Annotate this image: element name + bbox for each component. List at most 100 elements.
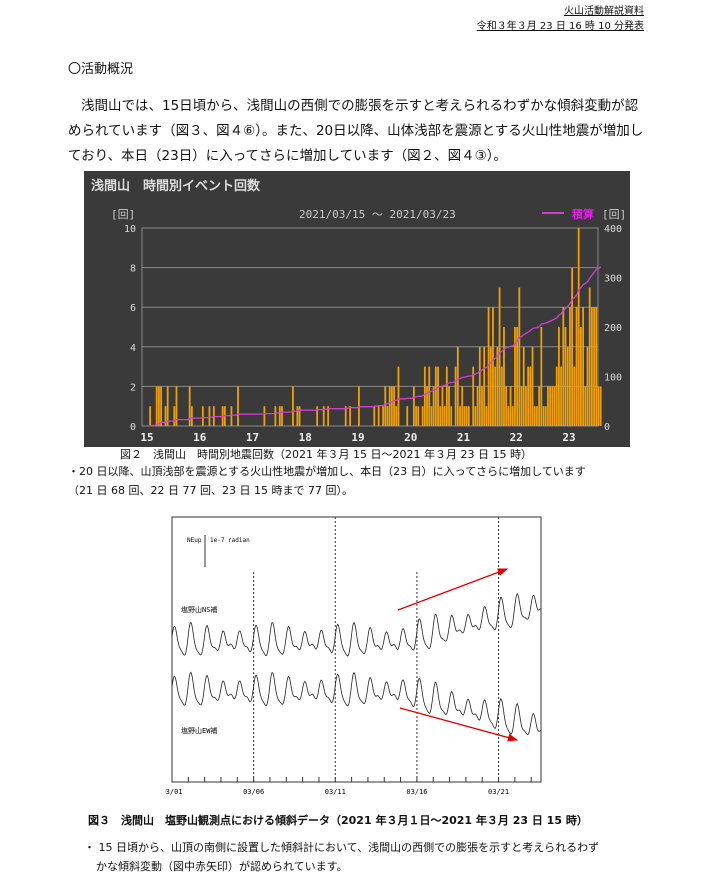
bar [558, 327, 560, 426]
y2-axis-label: [回] [602, 208, 626, 221]
bar [390, 386, 393, 426]
series-label-ns: 塩野山NS補 [181, 605, 217, 614]
bar [298, 406, 301, 426]
series-label-ew: 塩野山EW補 [181, 726, 217, 735]
bar [593, 307, 595, 426]
fig2-caption: 図２ 浅間山 時間別地震回数（2021 年３月 15 日～2021 年３月 23… [120, 448, 532, 461]
bar [160, 386, 162, 426]
bar [230, 406, 233, 426]
bar [483, 346, 486, 426]
bar [481, 386, 483, 426]
bar [533, 406, 536, 426]
x-tick-label: 03/16 [406, 788, 427, 796]
bar [263, 406, 266, 426]
scale-value: 1e-7 radian [210, 537, 250, 544]
bar [474, 406, 477, 426]
trend-arrow-up [397, 568, 509, 611]
bar [579, 327, 582, 426]
bar [443, 406, 446, 426]
bar [584, 386, 587, 426]
bar [492, 307, 494, 426]
cumulative-line [147, 266, 602, 427]
y2-tick-label: 0 [604, 422, 610, 433]
bar [544, 406, 547, 426]
bar [562, 307, 565, 426]
bar [445, 366, 448, 426]
bar [412, 386, 415, 426]
bar [500, 366, 503, 426]
bar [540, 327, 543, 426]
bar [582, 307, 584, 426]
bar [377, 406, 380, 426]
bar [514, 327, 516, 426]
bar [190, 406, 193, 426]
bar [489, 346, 492, 426]
bar [527, 366, 530, 426]
document-type: 火山活動解説資料 [564, 6, 644, 17]
bar [569, 307, 571, 426]
bar [461, 386, 464, 426]
section-title: 〇活動概況 [68, 62, 134, 77]
bar [281, 406, 283, 426]
bar [456, 346, 459, 426]
bar [509, 386, 512, 426]
bar [564, 327, 567, 426]
bar [173, 406, 176, 426]
bar [525, 386, 527, 426]
plot-area [141, 227, 599, 427]
bar [463, 406, 466, 426]
bar [494, 366, 497, 426]
bar [478, 346, 481, 426]
bar [465, 406, 468, 426]
bar [511, 406, 514, 426]
y-tick-label: 2 [130, 382, 136, 393]
bar [201, 406, 204, 426]
bar [560, 366, 563, 426]
trend-arrow-down [399, 707, 519, 742]
bar [393, 386, 395, 426]
bar [149, 406, 151, 426]
bar [551, 386, 554, 426]
bar [373, 406, 376, 426]
bar [296, 406, 299, 426]
y2-tick-label: 100 [604, 373, 622, 384]
tilt-plot-frame [171, 516, 542, 783]
bar [467, 406, 470, 426]
bar [573, 366, 576, 426]
earthquake-count-chart: 浅間山 時間別イベント回数 [回] 2021/03/15 ～ 2021/03/2… [84, 171, 630, 447]
bar [417, 406, 420, 426]
bar [496, 346, 499, 426]
bar [485, 406, 488, 426]
bar [516, 327, 519, 426]
bar [434, 366, 437, 426]
bar [175, 386, 178, 426]
bar [327, 406, 330, 426]
bar [395, 406, 398, 426]
bar [507, 406, 510, 426]
x-tick-label: 03/06 [243, 788, 264, 796]
bar [538, 386, 541, 426]
bar [423, 366, 426, 426]
bar [571, 267, 573, 426]
scale-label: NEup [187, 537, 202, 544]
bar [566, 346, 569, 426]
bar [164, 406, 167, 426]
y-tick-label: 6 [130, 303, 136, 314]
bar [406, 406, 409, 426]
x-tick-label: 21 [457, 431, 471, 444]
bar [157, 386, 160, 426]
bar [292, 386, 294, 426]
bar [476, 386, 479, 426]
y-axis-label: [回] [111, 208, 135, 221]
bar [595, 307, 598, 426]
bar [237, 386, 239, 426]
fig3-note-line1: ・ 15 日頃から、山頂の南側に設置した傾斜計において、浅間山の西側での膨張を示… [84, 841, 600, 854]
bar [586, 346, 589, 426]
bar [421, 406, 424, 426]
bar [432, 386, 435, 426]
bar [450, 406, 453, 426]
bar [155, 386, 158, 426]
bar [448, 386, 450, 426]
bar [344, 406, 347, 426]
